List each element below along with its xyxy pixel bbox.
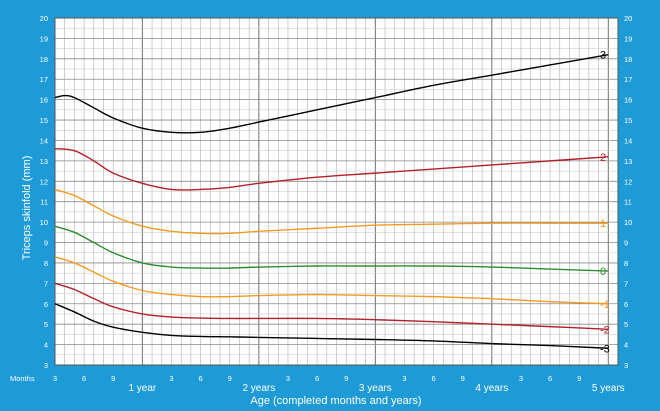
curve-z--1 [54,256,609,305]
y-axis-title: Triceps skinfold (mm) [21,156,33,261]
y-tick-label-right: 4 [624,341,628,350]
curve-label-z--2: -2 [600,324,610,336]
y-tick-label-left: 15 [40,116,48,125]
curve-z-0 [54,225,609,272]
x-month-tick-label: 3 [53,374,57,383]
y-tick-label-right: 17 [624,75,632,84]
y-tick-label-right: 7 [624,279,628,288]
y-tick-label-right: 19 [624,34,632,43]
y-tick-label-right: 10 [624,218,632,227]
curve-labels: 3 2 1 0 -1 -2 -3 [600,50,610,356]
y-tick-label-left: 18 [40,55,48,64]
x-year-tick-label: 4 years [475,383,508,394]
y-tick-label-left: 12 [40,177,48,186]
y-tick-label-left: 8 [44,259,48,268]
curve-z-1 [54,188,609,235]
y-tick-label-left: 11 [40,198,48,207]
y-tick-label-left: 3 [44,361,48,370]
x-year-tick-label: 3 years [359,383,392,394]
plot-border [54,17,619,366]
y-tick-label-right: 18 [624,55,632,64]
y-tick-label-right: 13 [624,157,632,166]
percentile-curves [54,54,609,349]
y-tick-label-left: 16 [40,96,48,105]
y-tick-label-right: 20 [624,14,632,23]
curve-z-3 [54,54,609,134]
y-tick-label-right: 12 [624,177,632,186]
curve-z--2 [54,282,609,330]
x-month-tick-label: 3 [169,374,173,383]
x-year-tick-label: 1 year [128,383,156,394]
y-tick-label-left: 5 [44,320,48,329]
y-tick-label-right: 15 [624,116,632,125]
y-tick-label-left: 9 [44,239,48,248]
x-month-tick-label: 3 [402,374,406,383]
x-axis-ticks: 3 6 9 3 6 9 3 6 9 3 6 9 3 6 9 1 year 2 years 3 years 4 yea… [53,374,625,394]
y-tick-label-right: 11 [624,198,632,207]
curve-label-z-3: 3 [600,50,606,62]
y-tick-label-left: 7 [44,279,48,288]
x-month-tick-label: 9 [111,374,115,383]
y-tick-label-right: 8 [624,259,628,268]
curve-label-z-1: 1 [600,218,606,230]
curve-label-z--3: -3 [600,343,610,355]
x-month-tick-label: 9 [577,374,581,383]
y-tick-label-right: 6 [624,300,628,309]
x-month-tick-label: 3 [286,374,290,383]
y-tick-label-left: 20 [40,14,48,23]
curve-label-z-0: 0 [600,266,606,278]
x-year-tick-label: 2 years [242,383,275,394]
curve-z-2 [54,147,609,191]
x-month-tick-label: 9 [344,374,348,383]
x-month-tick-label: 6 [82,374,86,383]
y-tick-label-left: 13 [40,157,48,166]
y-tick-label-right: 5 [624,320,628,329]
y-tick-label-right: 9 [624,239,628,248]
x-year-tick-label: 5 years [592,383,625,394]
y-tick-label-right: 16 [624,96,632,105]
y-tick-label-left: 6 [44,300,48,309]
x-month-tick-label: 9 [461,374,465,383]
y-tick-label-right: 14 [624,136,632,145]
x-month-tick-label: 6 [199,374,203,383]
y-tick-label-left: 4 [44,341,48,350]
curve-label-z-2: 2 [600,152,606,164]
y-tick-label-left: 17 [40,75,48,84]
y-tick-label-left: 14 [40,136,48,145]
y-tick-label-left: 10 [40,218,48,227]
y-tick-label-right: 3 [624,361,628,370]
curve-label-z--1: -1 [600,299,610,311]
y-tick-label-left: 19 [40,34,48,43]
x-month-tick-label: 9 [228,374,232,383]
months-label: Months [10,374,35,383]
curve-z--3 [54,303,609,349]
x-month-tick-label: 6 [548,374,552,383]
x-month-tick-label: 6 [431,374,435,383]
x-month-tick-label: 3 [519,374,523,383]
x-axis-title: Age (completed months and years) [250,395,421,407]
x-month-tick-label: 6 [315,374,319,383]
